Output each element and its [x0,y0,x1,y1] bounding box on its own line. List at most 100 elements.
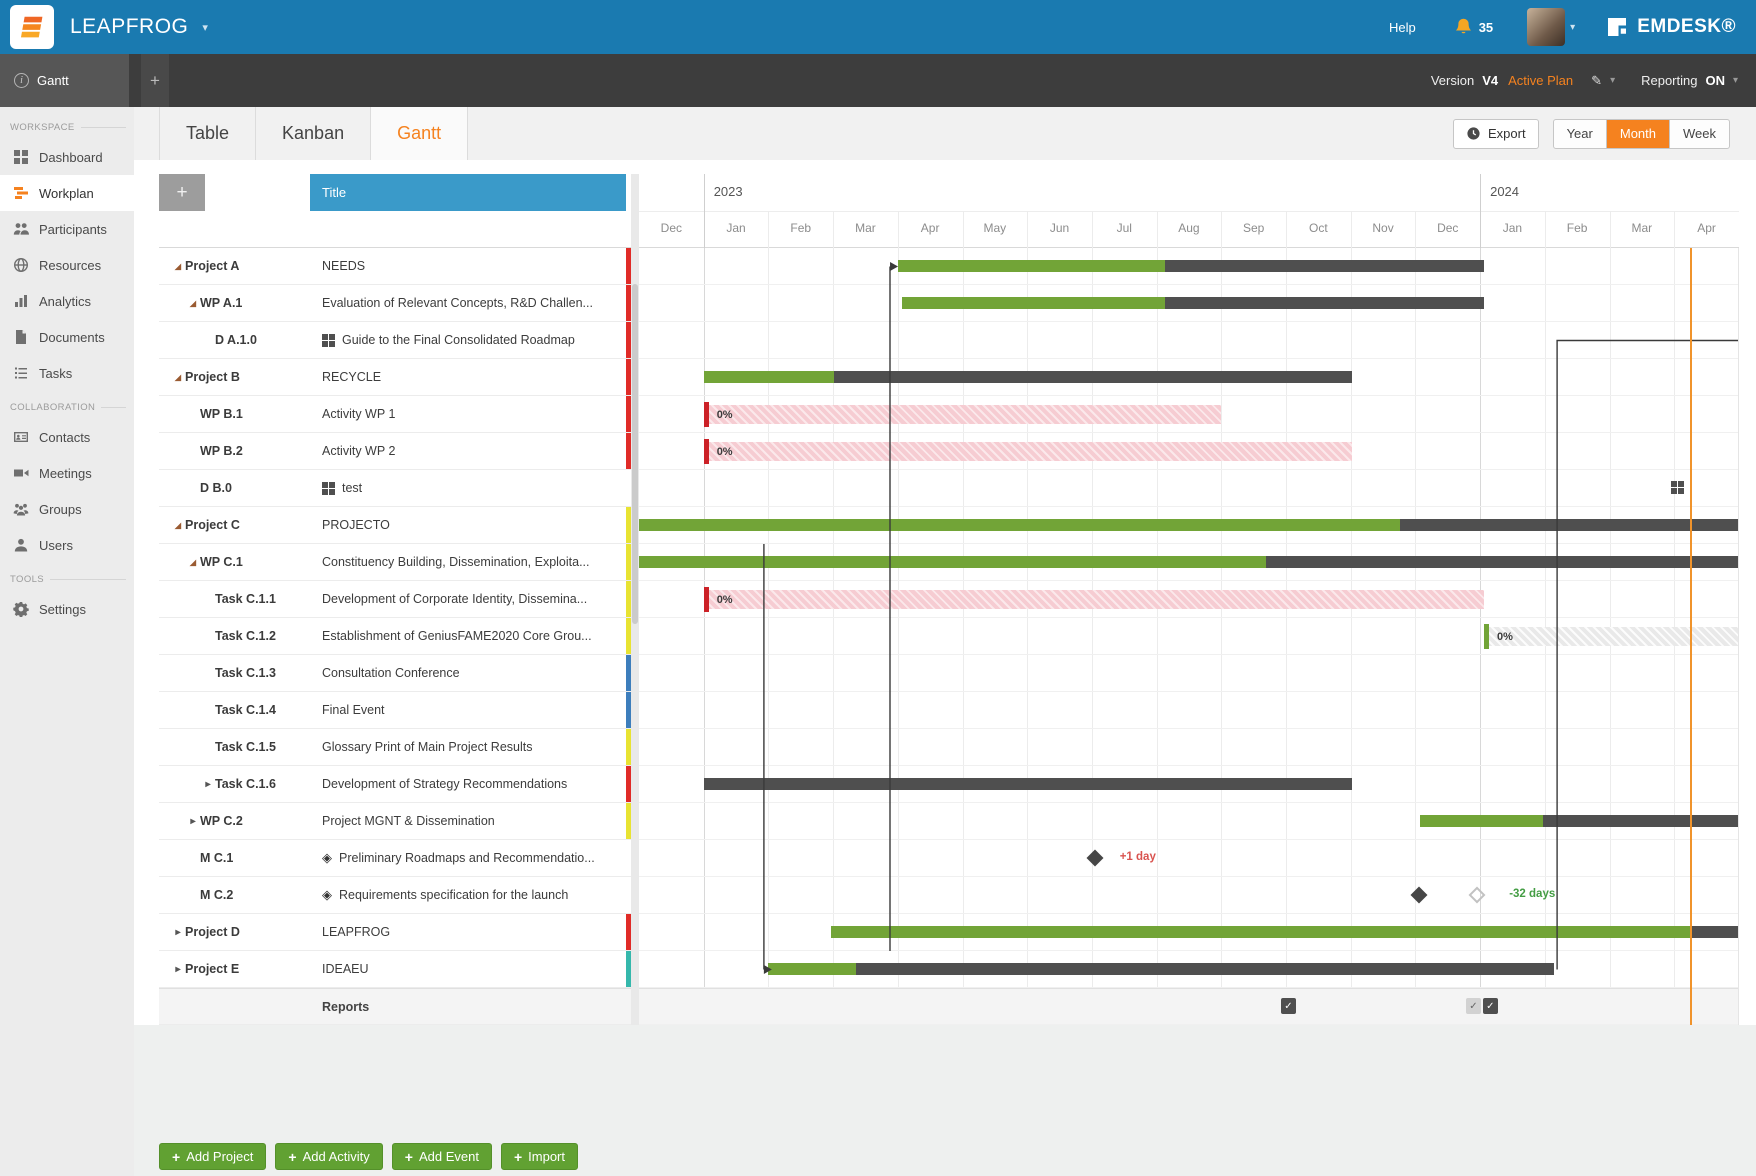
milestone-diamond[interactable] [1086,849,1104,867]
avatar[interactable] [1527,8,1566,46]
row-title-project-d[interactable]: LEAPFROG [310,914,626,951]
help-link[interactable]: Help [1388,19,1416,35]
row-title-project-b[interactable]: RECYCLE [310,359,626,396]
row-id-task-c-1-1[interactable]: Task C.1.1 [159,581,310,618]
version-caret-icon[interactable]: ▾ [1610,75,1616,86]
add-row-button[interactable]: + [159,174,205,211]
row-title-task-c-1-1[interactable]: Development of Corporate Identity, Disse… [310,581,626,618]
sidebar-item-users[interactable]: Users [0,527,134,563]
sidebar-item-analytics[interactable]: Analytics [0,283,134,319]
edit-version-icon[interactable]: ✎ [1591,72,1603,88]
import-button[interactable]: + Import [500,1143,578,1170]
report-marker[interactable]: ✓ [1280,998,1296,1014]
row-id-task-c-1-5[interactable]: Task C.1.5 [159,729,310,766]
row-id-project-c[interactable]: ◢ Project C [159,507,310,544]
title-column-header[interactable]: Title [310,174,626,211]
sidebar-item-meetings[interactable]: Meetings [0,455,134,491]
gantt-bar-planned[interactable]: 0% [1483,624,1738,649]
row-id-d-b-0[interactable]: D B.0 [159,470,310,507]
row-id-wp-c-2[interactable]: ▸ WP C.2 [159,803,310,840]
row-id-d-a-1-0[interactable]: D A.1.0 [159,322,310,359]
gantt-bar[interactable] [703,371,1352,383]
sidebar-item-dashboard[interactable]: Dashboard [0,139,134,175]
add-project-button[interactable]: + Add Project [159,1143,267,1170]
row-id-m-c-1[interactable]: M C.1 [159,840,310,877]
tab-table[interactable]: Table [159,107,255,160]
sidebar-item-tasks[interactable]: Tasks [0,355,134,391]
row-id-task-c-1-2[interactable]: Task C.1.2 [159,618,310,655]
sidebar-item-contacts[interactable]: Contacts [0,419,134,455]
row-title-m-c-2[interactable]: ◈ Requirements specification for the laun… [310,877,626,914]
workspace-caret-icon[interactable]: ▾ [202,21,208,34]
row-title-project-e[interactable]: IDEAEU [310,951,626,988]
collapse-icon[interactable]: ◢ [174,261,182,271]
row-title-d-b-0[interactable]: test [310,470,626,507]
gantt-bar[interactable] [703,778,1352,790]
notifications-button[interactable]: 35 [1454,18,1493,36]
row-id-task-c-1-6[interactable]: ▸ Task C.1.6 [159,766,310,803]
row-id-wp-b-2[interactable]: WP B.2 [159,433,310,470]
report-marker[interactable]: ✓ [1482,998,1498,1014]
add-event-button[interactable]: + Add Event [391,1143,492,1170]
row-title-wp-c-2[interactable]: Project MGNT & Dissemination [310,803,626,840]
collapse-icon[interactable]: ◢ [189,557,197,567]
row-title-task-c-1-6[interactable]: Development of Strategy Recommendations [310,766,626,803]
range-year[interactable]: Year [1566,126,1593,141]
gantt-bar-planned[interactable]: 0% [703,402,1222,427]
collapse-icon[interactable]: ◢ [174,520,182,530]
deliverable-marker[interactable] [1671,481,1685,494]
row-title-wp-c-1[interactable]: Constituency Building, Dissemination, Ex… [310,544,626,581]
gantt-bar-planned[interactable]: 0% [703,587,1484,612]
expand-icon[interactable]: ▸ [175,963,181,975]
row-title-wp-b-1[interactable]: Activity WP 1 [310,396,626,433]
app-logo[interactable] [10,5,54,49]
collapse-icon[interactable]: ◢ [174,372,182,382]
row-id-wp-b-1[interactable]: WP B.1 [159,396,310,433]
range-week[interactable]: Week [1669,119,1729,148]
row-title-wp-b-2[interactable]: Activity WP 2 [310,433,626,470]
add-activity-button[interactable]: + Add Activity [275,1143,383,1170]
sidebar-item-documents[interactable]: Documents [0,319,134,355]
range-month[interactable]: Month [1605,119,1669,148]
row-title-m-c-1[interactable]: ◈ Preliminary Roadmaps and Recommendatio.… [310,840,626,877]
report-marker[interactable]: ✓ [1465,998,1481,1014]
row-title-wp-a-1[interactable]: Evaluation of Relevant Concepts, R&D Cha… [310,285,626,322]
row-title-task-c-1-5[interactable]: Glossary Print of Main Project Results [310,729,626,766]
gantt-bar[interactable] [897,260,1484,272]
expand-icon[interactable]: ▸ [205,778,211,790]
sidebar-item-groups[interactable]: Groups [0,491,134,527]
gantt-bar-planned[interactable]: 0% [703,439,1352,464]
gantt-bar[interactable] [901,297,1484,309]
view-tab-gantt[interactable]: i Gantt [0,54,129,107]
tab-kanban[interactable]: Kanban [255,107,370,160]
row-id-wp-a-1[interactable]: ◢ WP A.1 [159,285,310,322]
row-title-task-c-1-3[interactable]: Consultation Conference [310,655,626,692]
gantt-bar[interactable] [639,519,1738,531]
sidebar-item-settings[interactable]: Settings [0,591,134,627]
row-id-project-e[interactable]: ▸ Project E [159,951,310,988]
sidebar-item-resources[interactable]: Resources [0,247,134,283]
row-id-wp-c-1[interactable]: ◢ WP C.1 [159,544,310,581]
row-title-task-c-1-4[interactable]: Final Event [310,692,626,729]
row-id-project-d[interactable]: ▸ Project D [159,914,310,951]
row-title-project-a[interactable]: NEEDS [310,248,626,285]
gantt-bar[interactable] [831,926,1738,938]
row-title-d-a-1-0[interactable]: Guide to the Final Consolidated Roadmap [310,322,626,359]
add-view-button[interactable]: + [141,54,169,107]
gantt-bar[interactable] [768,963,1555,975]
reporting-caret-icon[interactable]: ▾ [1732,75,1738,86]
expand-icon[interactable]: ▸ [190,815,196,827]
collapse-icon[interactable]: ◢ [189,298,197,308]
vertical-scrollbar[interactable] [631,174,639,1025]
sidebar-item-participants[interactable]: Participants [0,211,134,247]
row-title-project-c[interactable]: PROJECTO [310,507,626,544]
export-button[interactable]: Export [1453,118,1539,149]
row-id-task-c-1-3[interactable]: Task C.1.3 [159,655,310,692]
expand-icon[interactable]: ▸ [175,926,181,938]
row-id-task-c-1-4[interactable]: Task C.1.4 [159,692,310,729]
milestone-diamond[interactable] [1410,886,1428,904]
row-id-m-c-2[interactable]: M C.2 [159,877,310,914]
scrollbar-thumb[interactable] [632,284,638,624]
tab-gantt[interactable]: Gantt [370,107,469,160]
sidebar-item-workplan[interactable]: Workplan [0,175,134,211]
